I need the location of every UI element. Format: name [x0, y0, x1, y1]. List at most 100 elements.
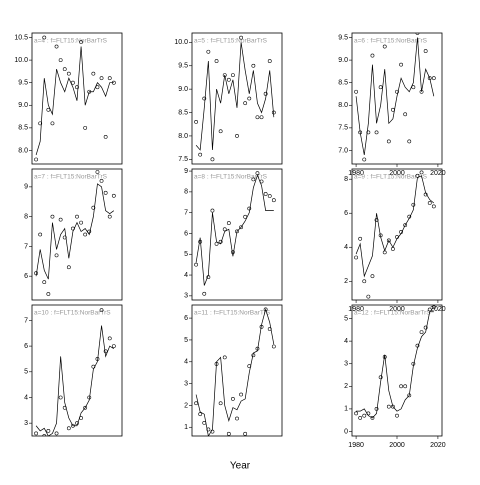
- line: [355, 175, 435, 278]
- y-tick-label: 2: [344, 383, 348, 390]
- plot-area: [194, 171, 276, 296]
- y-tick-label: 8.0: [338, 102, 348, 109]
- line: [35, 183, 115, 280]
- point: [255, 115, 260, 120]
- y-tick-label: 9: [24, 184, 28, 191]
- point: [362, 413, 367, 418]
- point: [243, 431, 248, 436]
- point: [79, 40, 83, 44]
- y-tick-label: 3: [184, 293, 188, 300]
- point: [214, 59, 219, 63]
- point: [231, 250, 235, 255]
- point: [99, 308, 104, 313]
- point: [386, 238, 391, 243]
- x-tick-label: 2000: [389, 306, 405, 313]
- line: [35, 46, 114, 156]
- y-tick-label: 5: [184, 251, 188, 258]
- point: [267, 194, 272, 198]
- panel: a=7 : f=FLT15:NorBarTrS 6 7 8 9: [24, 168, 123, 301]
- point: [395, 89, 399, 94]
- plot-area: [34, 170, 116, 296]
- line: [195, 308, 275, 436]
- point: [239, 392, 243, 397]
- point: [271, 198, 276, 203]
- point: [231, 396, 235, 401]
- y-tick-label: 3: [184, 380, 188, 387]
- point: [358, 236, 363, 241]
- point: [42, 280, 47, 285]
- point: [58, 217, 63, 222]
- point: [58, 395, 63, 400]
- point: [419, 330, 424, 335]
- point: [247, 96, 252, 101]
- point: [75, 85, 79, 90]
- point: [386, 404, 391, 409]
- panel: a=6 : f=FLT15:NorBarTrS 7.0 7.5 8.0 8.5 9.0 9.…: [338, 32, 446, 177]
- point: [34, 431, 38, 436]
- point: [83, 232, 88, 237]
- point: [210, 157, 215, 162]
- point: [111, 344, 116, 348]
- point: [243, 214, 248, 219]
- point: [202, 96, 207, 101]
- panel-title: a=4 : f=FLT15:NorBarTrS: [34, 38, 108, 45]
- point: [198, 152, 203, 157]
- point: [107, 336, 112, 341]
- point: [54, 44, 59, 49]
- y-tick-label: 8.5: [338, 80, 348, 87]
- x-tick-label: 1980: [348, 442, 364, 449]
- point: [111, 193, 116, 198]
- y-tick-label: 0: [344, 428, 348, 435]
- y-tick-label: 9.5: [338, 34, 348, 41]
- panel-title: a=6 : f=FLT15:NorBarTrS: [354, 38, 428, 45]
- point: [46, 428, 51, 433]
- y-tick-label: 8: [24, 213, 28, 220]
- point: [58, 58, 63, 63]
- point: [66, 265, 71, 270]
- point: [99, 179, 104, 183]
- point: [423, 49, 428, 53]
- y-tick-label: 3: [24, 420, 28, 427]
- x-tick-label: 1980: [348, 306, 364, 313]
- panel: a=11 : f=FLT15:NorBarTrS 1 2 3 4 5 6: [184, 304, 283, 437]
- point: [263, 91, 268, 96]
- panel-title: a=10 : f=FLT15:NorBarTrS: [34, 310, 111, 317]
- point: [239, 225, 243, 230]
- panel-title: a=7 : f=FLT15:NorBarTrS: [34, 174, 108, 181]
- point: [407, 139, 412, 144]
- point: [358, 416, 363, 420]
- line: [356, 311, 434, 419]
- point: [374, 406, 379, 411]
- point: [263, 192, 268, 196]
- point: [226, 77, 231, 82]
- point: [198, 412, 203, 417]
- point: [403, 112, 408, 117]
- point: [366, 294, 371, 299]
- point: [378, 85, 383, 90]
- line: [35, 325, 115, 436]
- panel-title: a=8 : f=FLT15:NorBarTrS: [194, 174, 268, 181]
- point: [239, 35, 243, 40]
- y-tick-label: 8: [344, 176, 348, 183]
- point: [370, 274, 375, 279]
- point: [362, 279, 367, 284]
- point: [267, 59, 272, 63]
- point: [62, 235, 67, 240]
- point: [235, 416, 239, 421]
- point: [103, 134, 108, 139]
- panel: a=5 : f=FLT15:NorBarTrS 7.5 8.0 8.5 9.0 9.5 10…: [174, 32, 283, 165]
- plot-area: [194, 307, 276, 436]
- y-tick-label: 2: [344, 278, 348, 285]
- x-axis-label: Year: [230, 461, 251, 472]
- point: [71, 80, 75, 85]
- point: [83, 405, 88, 410]
- plot-area: [194, 35, 276, 162]
- y-tick-label: 7.0: [338, 147, 348, 154]
- point: [391, 404, 395, 409]
- point: [395, 413, 399, 418]
- point: [39, 437, 42, 440]
- point: [75, 214, 79, 219]
- panel-title: a=5 : f=FLT15:NorBarTrS: [194, 38, 268, 45]
